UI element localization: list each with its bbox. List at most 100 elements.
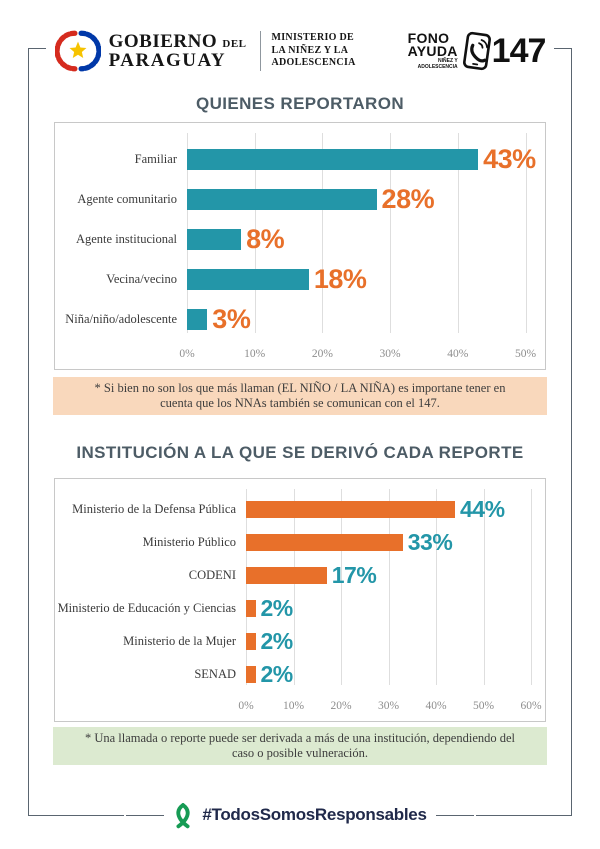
bar <box>187 228 242 250</box>
value-label: 2% <box>260 661 294 687</box>
note-ninos-llaman: * Si bien no son los que más llaman (EL … <box>53 377 547 415</box>
x-tick-label: 40% <box>425 700 447 712</box>
gridline-10pct <box>293 489 295 685</box>
footer: #TodosSomosResponsables <box>0 795 600 835</box>
category-label: Ministerio de Educación y Ciencias <box>57 601 236 615</box>
gov-line1: GOBIERNO <box>108 30 218 52</box>
gridline-30pct <box>388 489 390 685</box>
chart-row: SENAD 2% <box>55 658 545 691</box>
value-label: 43% <box>483 143 536 174</box>
gridline-50pct <box>525 133 527 333</box>
x-tick-label: 50% <box>514 348 537 360</box>
chart1-title: QUIENES REPORTARON <box>195 94 405 113</box>
x-tick-label: 10% <box>282 700 305 712</box>
bar-track: 2% <box>246 630 545 653</box>
bar <box>246 534 403 551</box>
chart-row: Agente comunitario 28% <box>55 179 545 219</box>
bar-track: 33% <box>246 531 545 554</box>
category-label: Agente comunitario <box>77 191 177 206</box>
gridline-30pct <box>390 133 392 333</box>
x-tick-label: 30% <box>377 700 400 712</box>
x-tick-label: 40% <box>447 348 469 360</box>
category-label: SENAD <box>194 667 236 681</box>
gridline-20pct <box>322 133 324 333</box>
bar-track: 44% <box>246 498 545 521</box>
x-tick-label: 60% <box>520 700 542 712</box>
chart2-x-axis: 0% 10% 20% 30% 40% 50% 60% <box>55 691 545 721</box>
green-ribbon-icon <box>176 802 191 828</box>
fono-sub1: NIÑEZ Y <box>438 58 458 65</box>
fono-ayuda-wordmark: FONO AYUDA NIÑEZ Y ADOLESCENCIA <box>407 29 458 71</box>
x-tick-label: 0% <box>238 700 254 712</box>
chart-row: Vecina/vecino 18% <box>55 259 545 299</box>
gridline-40pct <box>436 489 437 685</box>
chart-row: Agente institucional 8% <box>55 219 545 259</box>
fono-ayuda-147-logo: FONO AYUDA NIÑEZ Y ADOLESCENCIA 147 <box>407 29 547 71</box>
bar <box>187 148 479 170</box>
x-tick-label: 10% <box>244 348 266 360</box>
bar-track: 3% <box>187 303 545 334</box>
chart2-rows: Ministerio de la Defensa Pública 44% Minis… <box>55 493 545 691</box>
ministry-line1: MINISTERIO DE <box>271 32 355 44</box>
value-label: 2% <box>260 628 294 654</box>
footer-right-line <box>435 814 474 816</box>
gov-line2: PARAGUAY <box>108 50 227 71</box>
paraguay-emblem-icon <box>54 30 101 72</box>
x-tick-label: 50% <box>472 700 495 712</box>
category-label: Agente institucional <box>75 231 177 246</box>
header: GOBIERNO DEL PARAGUAY MINISTERIO DE LA N… <box>46 20 554 82</box>
value-label: 28% <box>381 183 435 214</box>
footer-left-line <box>126 814 165 816</box>
bar <box>246 633 256 650</box>
gridline-40pct <box>457 133 459 333</box>
chart-row: CODENI 17% <box>55 559 545 592</box>
bar <box>246 567 327 584</box>
x-tick-label: 0% <box>179 348 195 360</box>
note-derivacion-multiple: * Una llamada o reporte puede ser deriva… <box>53 727 547 765</box>
phone-icon <box>462 31 491 71</box>
value-label: 2% <box>260 595 294 621</box>
bar-track: 2% <box>246 597 545 620</box>
bar <box>187 308 208 330</box>
bar-track: 18% <box>187 265 545 293</box>
chart1-x-axis: 0% 10% 20% 30% 40% 50% <box>55 339 545 369</box>
fono-word2: AYUDA <box>407 43 458 59</box>
fono-sub2: ADOLESCENCIA <box>417 64 458 71</box>
gridline-50pct <box>483 489 485 685</box>
bar-track: 8% <box>187 223 545 254</box>
category-label: Familiar <box>134 151 177 166</box>
category-label: Niña/niño/adolescente <box>65 311 177 326</box>
x-tick-label: 20% <box>311 348 333 360</box>
gov-del: DEL <box>222 37 247 50</box>
bar-track: 28% <box>187 183 545 214</box>
bar-track: 43% <box>187 143 545 174</box>
fono-number-147: 147 <box>491 32 547 70</box>
chart-row: Niña/niño/adolescente 3% <box>55 299 545 339</box>
bar-track: 2% <box>246 663 545 686</box>
value-label: 44% <box>460 496 505 522</box>
chart-row: Ministerio de la Defensa Pública 44% <box>55 493 545 526</box>
chart-institucion-derivacion: Ministerio de la Defensa Pública 44% Minis… <box>54 478 546 722</box>
bar-track: 17% <box>246 564 545 587</box>
gov-wordmark: GOBIERNO DEL PARAGUAY <box>108 30 247 71</box>
category-label: Ministerio de la Defensa Pública <box>72 502 236 516</box>
value-label: 17% <box>331 562 377 588</box>
chart-row: Familiar 43% <box>55 139 545 179</box>
value-label: 33% <box>407 529 453 555</box>
footer-hashtag-block: #TodosSomosResponsables <box>124 795 476 835</box>
fono-word1: FONO <box>407 29 450 46</box>
gobierno-paraguay-logo: GOBIERNO DEL PARAGUAY <box>54 28 247 74</box>
bar <box>187 188 377 210</box>
hashtag-text: #TodosSomosResponsables <box>202 805 427 824</box>
chart1-rows: Familiar 43% Agente comunitario 28% Agente i… <box>55 139 545 339</box>
gridline-60pct <box>531 489 532 685</box>
category-label: Ministerio Público <box>142 535 236 549</box>
value-label: 3% <box>212 303 251 334</box>
value-label: 8% <box>246 223 285 254</box>
bar <box>246 501 455 518</box>
gridline-0pct <box>246 489 247 685</box>
x-tick-label: 30% <box>379 348 401 360</box>
chart-row: Ministerio Público 33% <box>55 526 545 559</box>
chart2-gridlines <box>55 479 545 721</box>
gridline-10pct <box>254 133 256 333</box>
